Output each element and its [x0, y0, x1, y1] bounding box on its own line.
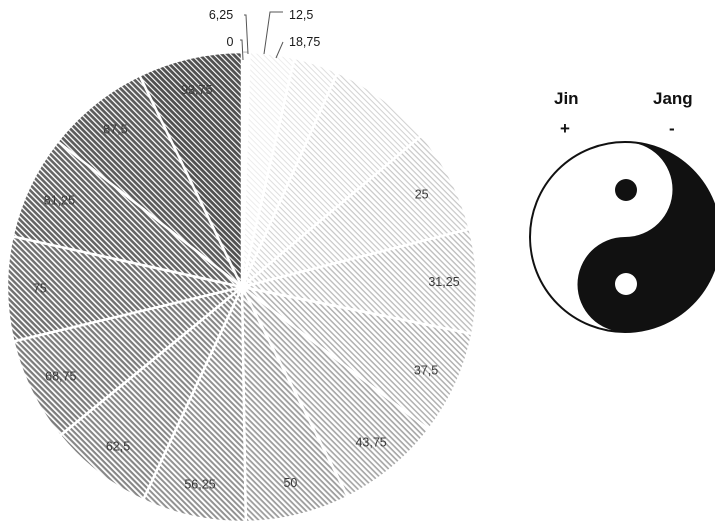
pie-slice-75	[5, 235, 244, 343]
slice-label: 50	[283, 476, 297, 490]
slice-label: 31,25	[428, 275, 459, 289]
pie-slice-43-75	[240, 285, 430, 499]
slice-label: 81,25	[44, 193, 75, 207]
jin-label: Jin	[554, 89, 579, 108]
leader-line	[244, 14, 249, 55]
pie-slice-labels: 0 6,25 12,5 18,75 25 31,25 37,5 43,75 50 56,25 62,…	[33, 8, 460, 492]
pie-chart: 0 6,25 12,5 18,75 25 31,25 37,5 43,75 50 56,25 62,…	[5, 8, 479, 522]
pie-slice-93-75	[138, 50, 244, 289]
yin-yang-dark-half	[577, 142, 715, 332]
slice-label: 87,5	[103, 122, 127, 136]
jang-sign: -	[669, 119, 675, 138]
slice-label: 56,25	[184, 478, 215, 492]
slice-label: 37,5	[414, 364, 438, 378]
yin-yang-light-dot	[615, 273, 637, 295]
pie-slice-68-75	[12, 285, 244, 437]
pie-slice-25	[240, 134, 471, 289]
pie-slice-62-5	[58, 285, 244, 502]
slice-label: 25	[415, 188, 429, 202]
slice-label: 6,25	[209, 8, 233, 22]
slice-label: 43,75	[355, 436, 386, 450]
pie-slice-37-5	[240, 285, 474, 431]
slice-label: 62,5	[106, 440, 130, 454]
yin-yang-diagram: Jin + Jang -	[529, 89, 715, 333]
slice-label: 18,75	[289, 35, 320, 49]
pie-slice-18-75	[240, 71, 423, 289]
leader-line	[263, 11, 283, 55]
leader-line	[275, 41, 284, 59]
pie-slice-87-5	[56, 74, 244, 289]
slice-label: 93,75	[181, 83, 212, 97]
slice-label: 68,75	[45, 370, 76, 384]
jin-sign: +	[560, 119, 570, 138]
leader-line	[240, 39, 244, 61]
slice-label: 12,5	[289, 8, 313, 22]
pie-slice-31-25	[240, 227, 479, 336]
slice-label: 75	[33, 282, 47, 296]
yin-yang-symbol	[529, 141, 715, 333]
pie-slices	[5, 50, 479, 522]
pie-leader-lines	[240, 11, 284, 61]
slice-label: 0	[227, 35, 234, 49]
yin-yang-dark-dot	[615, 179, 637, 201]
jang-label: Jang	[653, 89, 693, 108]
pie-slice-81-25	[11, 140, 244, 289]
